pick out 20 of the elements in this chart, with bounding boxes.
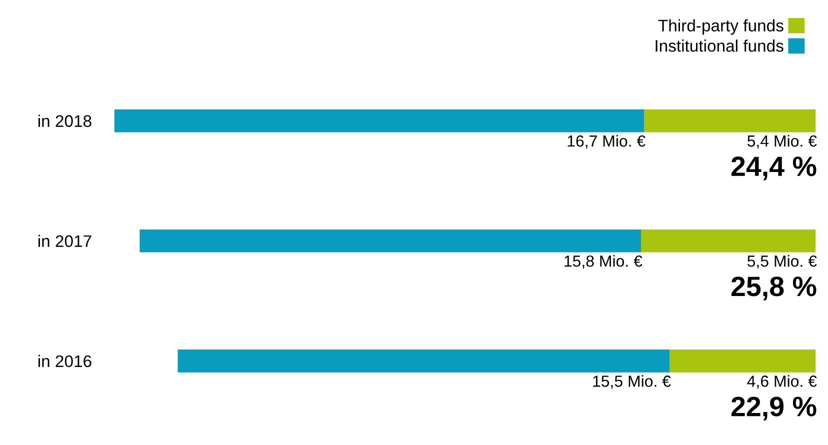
data-label: 15,5 Mio. € bbox=[593, 375, 671, 389]
legend-label: Institutional funds bbox=[656, 40, 784, 52]
data-label: 16,7 Mio. € bbox=[568, 134, 646, 149]
legend-label: Third-party funds bbox=[658, 19, 784, 35]
data-label: 15,8 Mio. € bbox=[564, 255, 642, 269]
y-tick-label: in 2016 bbox=[38, 354, 92, 368]
annotation: 25,8 % bbox=[731, 276, 816, 300]
bar bbox=[178, 350, 670, 372]
y-tick-label: in 2018 bbox=[38, 114, 92, 127]
bar bbox=[140, 229, 642, 252]
y-tick-label: in 2017 bbox=[38, 234, 92, 248]
data-label: 5,4 Mio. € bbox=[747, 134, 817, 149]
data-label: 4,6 Mio. € bbox=[747, 375, 817, 389]
bar bbox=[641, 229, 816, 252]
data-label: 5,5 Mio. € bbox=[747, 255, 817, 269]
bar bbox=[670, 350, 816, 372]
bar bbox=[114, 109, 644, 132]
annotation: 22,9 % bbox=[731, 396, 816, 420]
bar bbox=[644, 109, 816, 132]
annotation: 24,4 % bbox=[731, 156, 816, 180]
